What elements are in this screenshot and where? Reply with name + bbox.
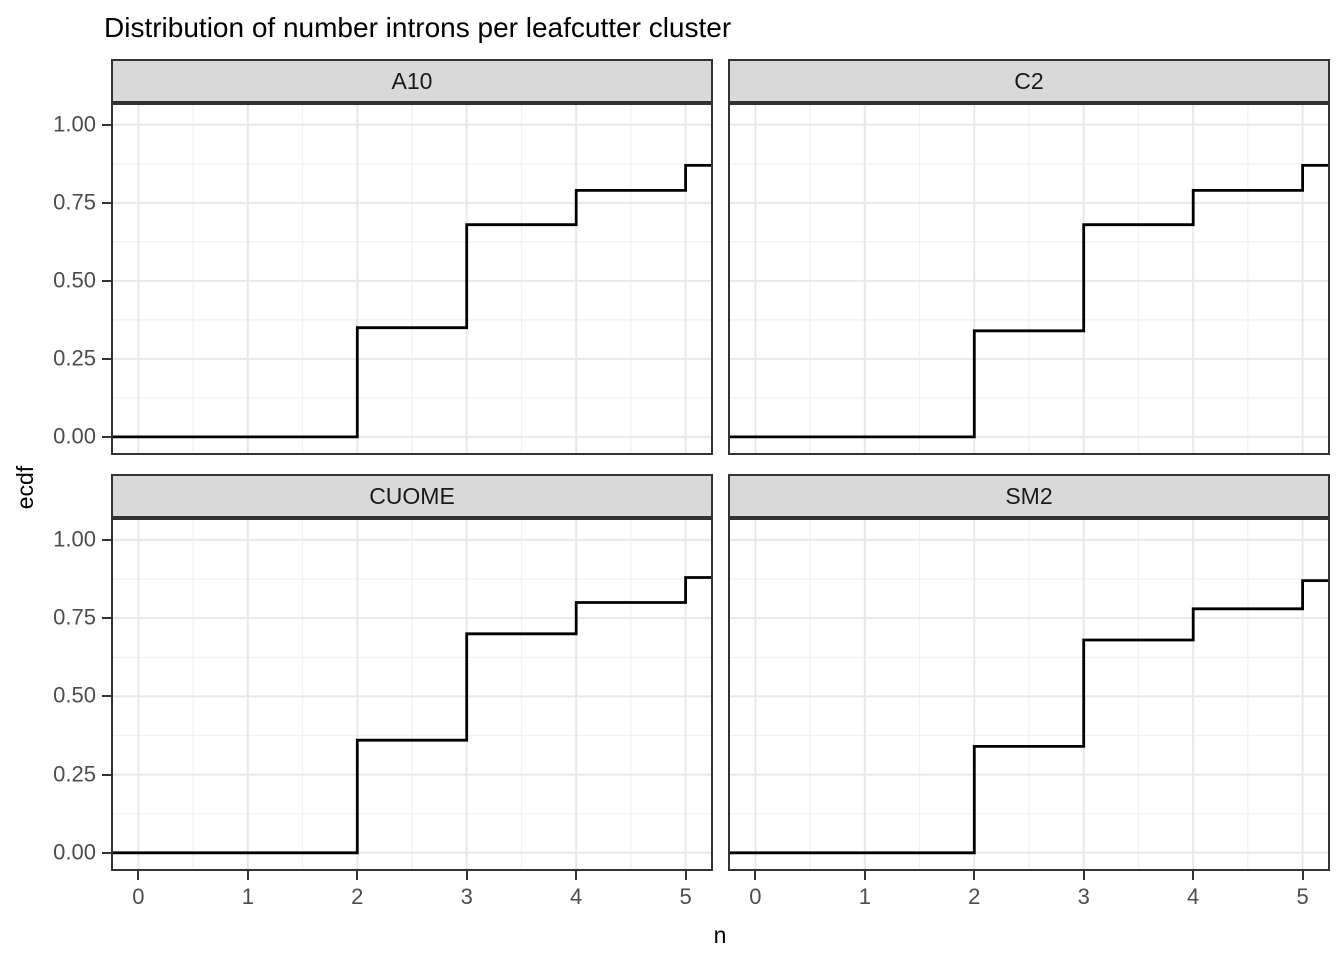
- y-tick-label: 0.00: [53, 423, 96, 449]
- facet-strip-label: C2: [1014, 67, 1044, 94]
- y-tick-mark: [102, 851, 111, 854]
- facet-panel-c2: [728, 103, 1330, 455]
- facet-panel-sm2: [728, 518, 1330, 871]
- y-tick-mark: [102, 538, 111, 541]
- x-tick-mark: [246, 871, 249, 880]
- ecdf-step-line: [728, 164, 1330, 439]
- x-tick-label: 4: [570, 884, 583, 909]
- facet-strip-cuome: CUOME: [111, 474, 713, 518]
- y-tick-mark: [102, 279, 111, 282]
- y-tick-label: 1.00: [53, 111, 96, 137]
- x-tick-label: 2: [351, 884, 364, 909]
- y-tick-mark: [102, 773, 111, 776]
- x-tick-mark: [575, 871, 578, 880]
- x-tick-label: 2: [968, 884, 981, 909]
- facet-strip-c2: C2: [728, 59, 1330, 103]
- x-tick-mark: [1301, 871, 1304, 880]
- x-tick-mark: [356, 871, 359, 880]
- y-tick-mark: [102, 357, 111, 360]
- x-tick-label: 5: [1296, 884, 1309, 909]
- x-tick-label: 4: [1187, 884, 1200, 909]
- x-tick-label: 1: [858, 884, 871, 909]
- y-tick-mark: [102, 201, 111, 204]
- y-tick-mark: [102, 617, 111, 620]
- y-tick-label: 0.50: [53, 267, 96, 293]
- facet-panel-a10: [111, 103, 713, 455]
- x-tick-mark: [1192, 871, 1195, 880]
- x-axis-title: n: [713, 922, 727, 948]
- facet-strip-sm2: SM2: [728, 474, 1330, 518]
- ecdf-step-line: [728, 579, 1330, 855]
- y-tick-label: 0.25: [53, 761, 96, 787]
- x-tick-mark: [973, 871, 976, 880]
- facet-strip-a10: A10: [111, 59, 713, 103]
- x-tick-label: 3: [1077, 884, 1090, 909]
- y-tick-label: 0.00: [53, 839, 96, 865]
- y-tick-label: 0.50: [53, 682, 96, 708]
- x-tick-label: 0: [749, 884, 762, 909]
- y-tick-label: 0.75: [53, 189, 96, 215]
- facet-strip-label: CUOME: [369, 482, 455, 509]
- x-tick-mark: [137, 871, 140, 880]
- y-tick-mark: [102, 123, 111, 126]
- x-tick-mark: [1082, 871, 1085, 880]
- x-tick-mark: [754, 871, 757, 880]
- x-tick-label: 0: [132, 884, 145, 909]
- ecdf-step-line: [111, 576, 713, 855]
- ecdf-step-line: [111, 164, 713, 439]
- y-tick-mark: [102, 435, 111, 438]
- plot-title: Distribution of number introns per leafc…: [104, 12, 732, 43]
- x-tick-mark: [684, 871, 687, 880]
- y-tick-label: 0.75: [53, 604, 96, 630]
- panel-border: [111, 518, 713, 871]
- x-tick-mark: [863, 871, 866, 880]
- y-tick-label: 0.25: [53, 345, 96, 371]
- x-tick-label: 3: [460, 884, 473, 909]
- facet-strip-label: SM2: [1005, 482, 1053, 509]
- panel-border: [728, 103, 1330, 455]
- x-tick-label: 5: [679, 884, 692, 909]
- y-tick-mark: [102, 695, 111, 698]
- x-tick-mark: [465, 871, 468, 880]
- x-tick-label: 1: [241, 884, 254, 909]
- facet-strip-label: A10: [391, 67, 433, 94]
- facet-panel-cuome: [111, 518, 713, 871]
- panel-border: [111, 103, 713, 455]
- y-tick-label: 1.00: [53, 526, 96, 552]
- panel-border: [728, 518, 1330, 871]
